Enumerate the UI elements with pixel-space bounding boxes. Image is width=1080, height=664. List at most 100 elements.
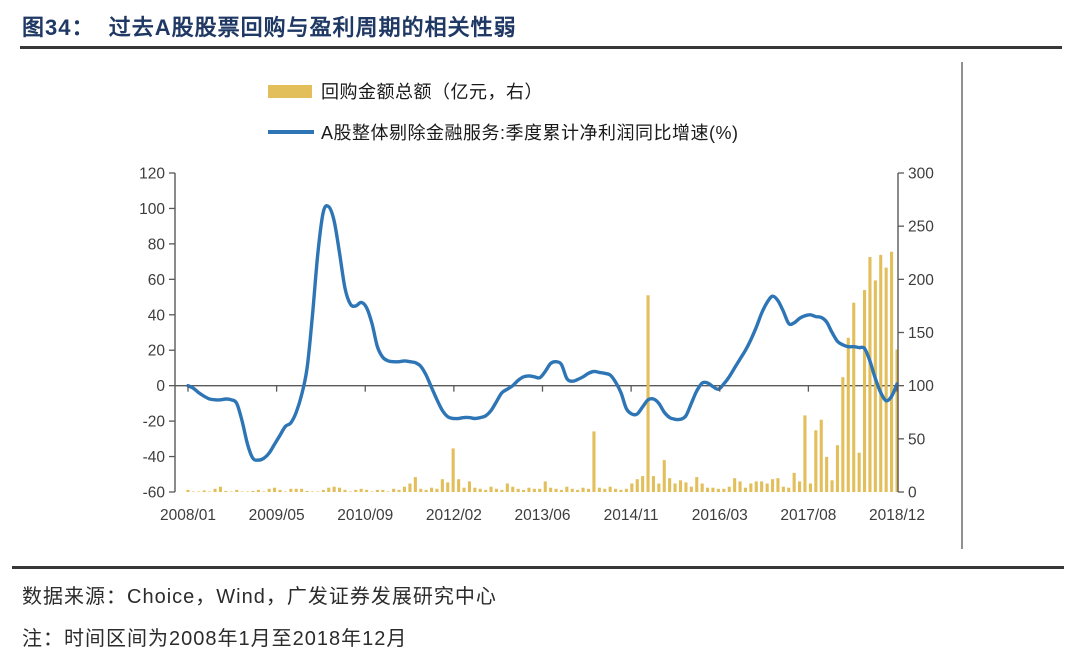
- legend-item-profit-growth: A股整体剔除金融服务:季度累计净利润同比增速(%): [268, 121, 739, 143]
- buyback-bar: [278, 489, 282, 492]
- buyback-bar: [760, 481, 764, 492]
- buyback-bar: [890, 251, 894, 492]
- buyback-bar: [873, 280, 877, 492]
- buyback-bar: [235, 489, 239, 492]
- buyback-bar: [273, 487, 277, 492]
- buyback-bar: [825, 456, 829, 492]
- buyback-bar: [332, 486, 336, 492]
- buyback-bar: [494, 488, 498, 492]
- buyback-bar: [538, 488, 542, 492]
- buyback-bar: [841, 377, 845, 492]
- buyback-bar: [781, 486, 785, 492]
- buyback-bar: [738, 481, 742, 492]
- buyback-bar: [673, 483, 677, 492]
- legend-label-profit-growth: A股整体剔除金融服务:季度累计净利润同比增速(%): [321, 123, 739, 143]
- buyback-bar: [430, 487, 434, 492]
- buyback-bar: [484, 489, 488, 492]
- buyback-bar: [749, 483, 753, 492]
- buyback-bar: [267, 488, 271, 492]
- note-text: 注：时间区间为2008年1月至2018年12月: [22, 628, 408, 650]
- left-tick-label: 40: [148, 307, 166, 324]
- buyback-bar: [218, 486, 222, 492]
- buyback-bar: [489, 486, 493, 492]
- right-tick-label: 150: [908, 325, 934, 342]
- x-tick-label: 2008/01: [160, 507, 216, 524]
- x-tick-label: 2014/11: [604, 507, 659, 524]
- buyback-bar: [516, 488, 520, 492]
- buyback-bar: [251, 490, 255, 492]
- buyback-bar: [835, 445, 839, 492]
- left-tick-label: -60: [143, 485, 166, 502]
- footer-divider: [12, 566, 1064, 569]
- buyback-bar: [695, 477, 699, 492]
- buyback-bar: [743, 487, 747, 492]
- buyback-bar: [440, 479, 444, 492]
- buyback-bar: [224, 490, 228, 492]
- buyback-bar: [581, 487, 585, 492]
- x-tick-label: 2017/08: [780, 507, 836, 524]
- buyback-bar: [262, 491, 266, 492]
- buyback-bar: [587, 488, 591, 492]
- legend-label-buyback: 回购金额总额（亿元，右）: [321, 82, 543, 102]
- profit-growth-line: [186, 204, 899, 462]
- left-tick-label: 120: [139, 166, 165, 183]
- data-source-text: 数据来源：Choice，Wind，广发证券发展研究中心: [22, 586, 497, 608]
- buyback-bar: [310, 491, 314, 492]
- buyback-bar: [386, 491, 390, 492]
- buyback-bar: [408, 483, 412, 492]
- buyback-bar: [771, 479, 775, 492]
- buyback-bar: [543, 481, 547, 492]
- buyback-bar: [348, 491, 352, 492]
- buyback-bar: [451, 448, 455, 492]
- buyback-bar: [754, 481, 758, 492]
- buyback-bar: [256, 489, 260, 492]
- right-page-divider: [961, 62, 963, 549]
- buyback-bar: [868, 257, 872, 492]
- buyback-bar: [808, 483, 812, 492]
- buyback-bar: [208, 491, 212, 492]
- x-tick-label: 2013/06: [514, 507, 570, 524]
- buyback-bar: [316, 491, 320, 492]
- buyback-bar: [689, 486, 693, 492]
- buyback-bar: [614, 488, 618, 492]
- buyback-bar: [202, 490, 206, 492]
- buyback-bar: [787, 487, 791, 492]
- buyback-bar: [798, 481, 802, 492]
- buyback-bar: [803, 415, 807, 492]
- buyback-bar: [462, 487, 466, 492]
- buyback-bar: [619, 489, 623, 492]
- buyback-bar: [814, 430, 818, 492]
- buyback-bar: [191, 491, 195, 492]
- buyback-bar: [419, 488, 423, 492]
- buyback-bar: [819, 419, 823, 492]
- x-tick-label: 2010/09: [337, 507, 393, 524]
- buyback-bar: [294, 488, 298, 492]
- right-tick-label: 300: [908, 166, 934, 183]
- buyback-bar: [662, 460, 666, 492]
- right-tick-label: 250: [908, 219, 934, 236]
- buyback-bar: [565, 486, 569, 492]
- figure-title: 图34： 过去A股股票回购与盈利周期的相关性弱: [22, 15, 517, 40]
- buyback-bar: [727, 486, 731, 492]
- buyback-bar: [700, 483, 704, 492]
- buyback-bar: [473, 487, 477, 492]
- buyback-bar: [435, 488, 439, 492]
- buyback-bar: [505, 483, 509, 492]
- left-tick-label: 80: [148, 236, 166, 253]
- buyback-bar: [424, 489, 428, 492]
- buyback-bar: [857, 452, 861, 492]
- buyback-bar: [733, 478, 737, 492]
- buyback-bar: [522, 489, 526, 492]
- title-divider: [20, 46, 1062, 49]
- buyback-bar: [343, 489, 347, 492]
- buyback-bar: [229, 491, 233, 492]
- buyback-bar: [570, 488, 574, 492]
- buyback-bar: [246, 491, 250, 492]
- buyback-bar: [895, 349, 899, 492]
- buyback-bar: [321, 489, 325, 492]
- buyback-bar: [457, 479, 461, 492]
- right-tick-label: 100: [908, 378, 934, 395]
- buyback-bar: [365, 489, 369, 492]
